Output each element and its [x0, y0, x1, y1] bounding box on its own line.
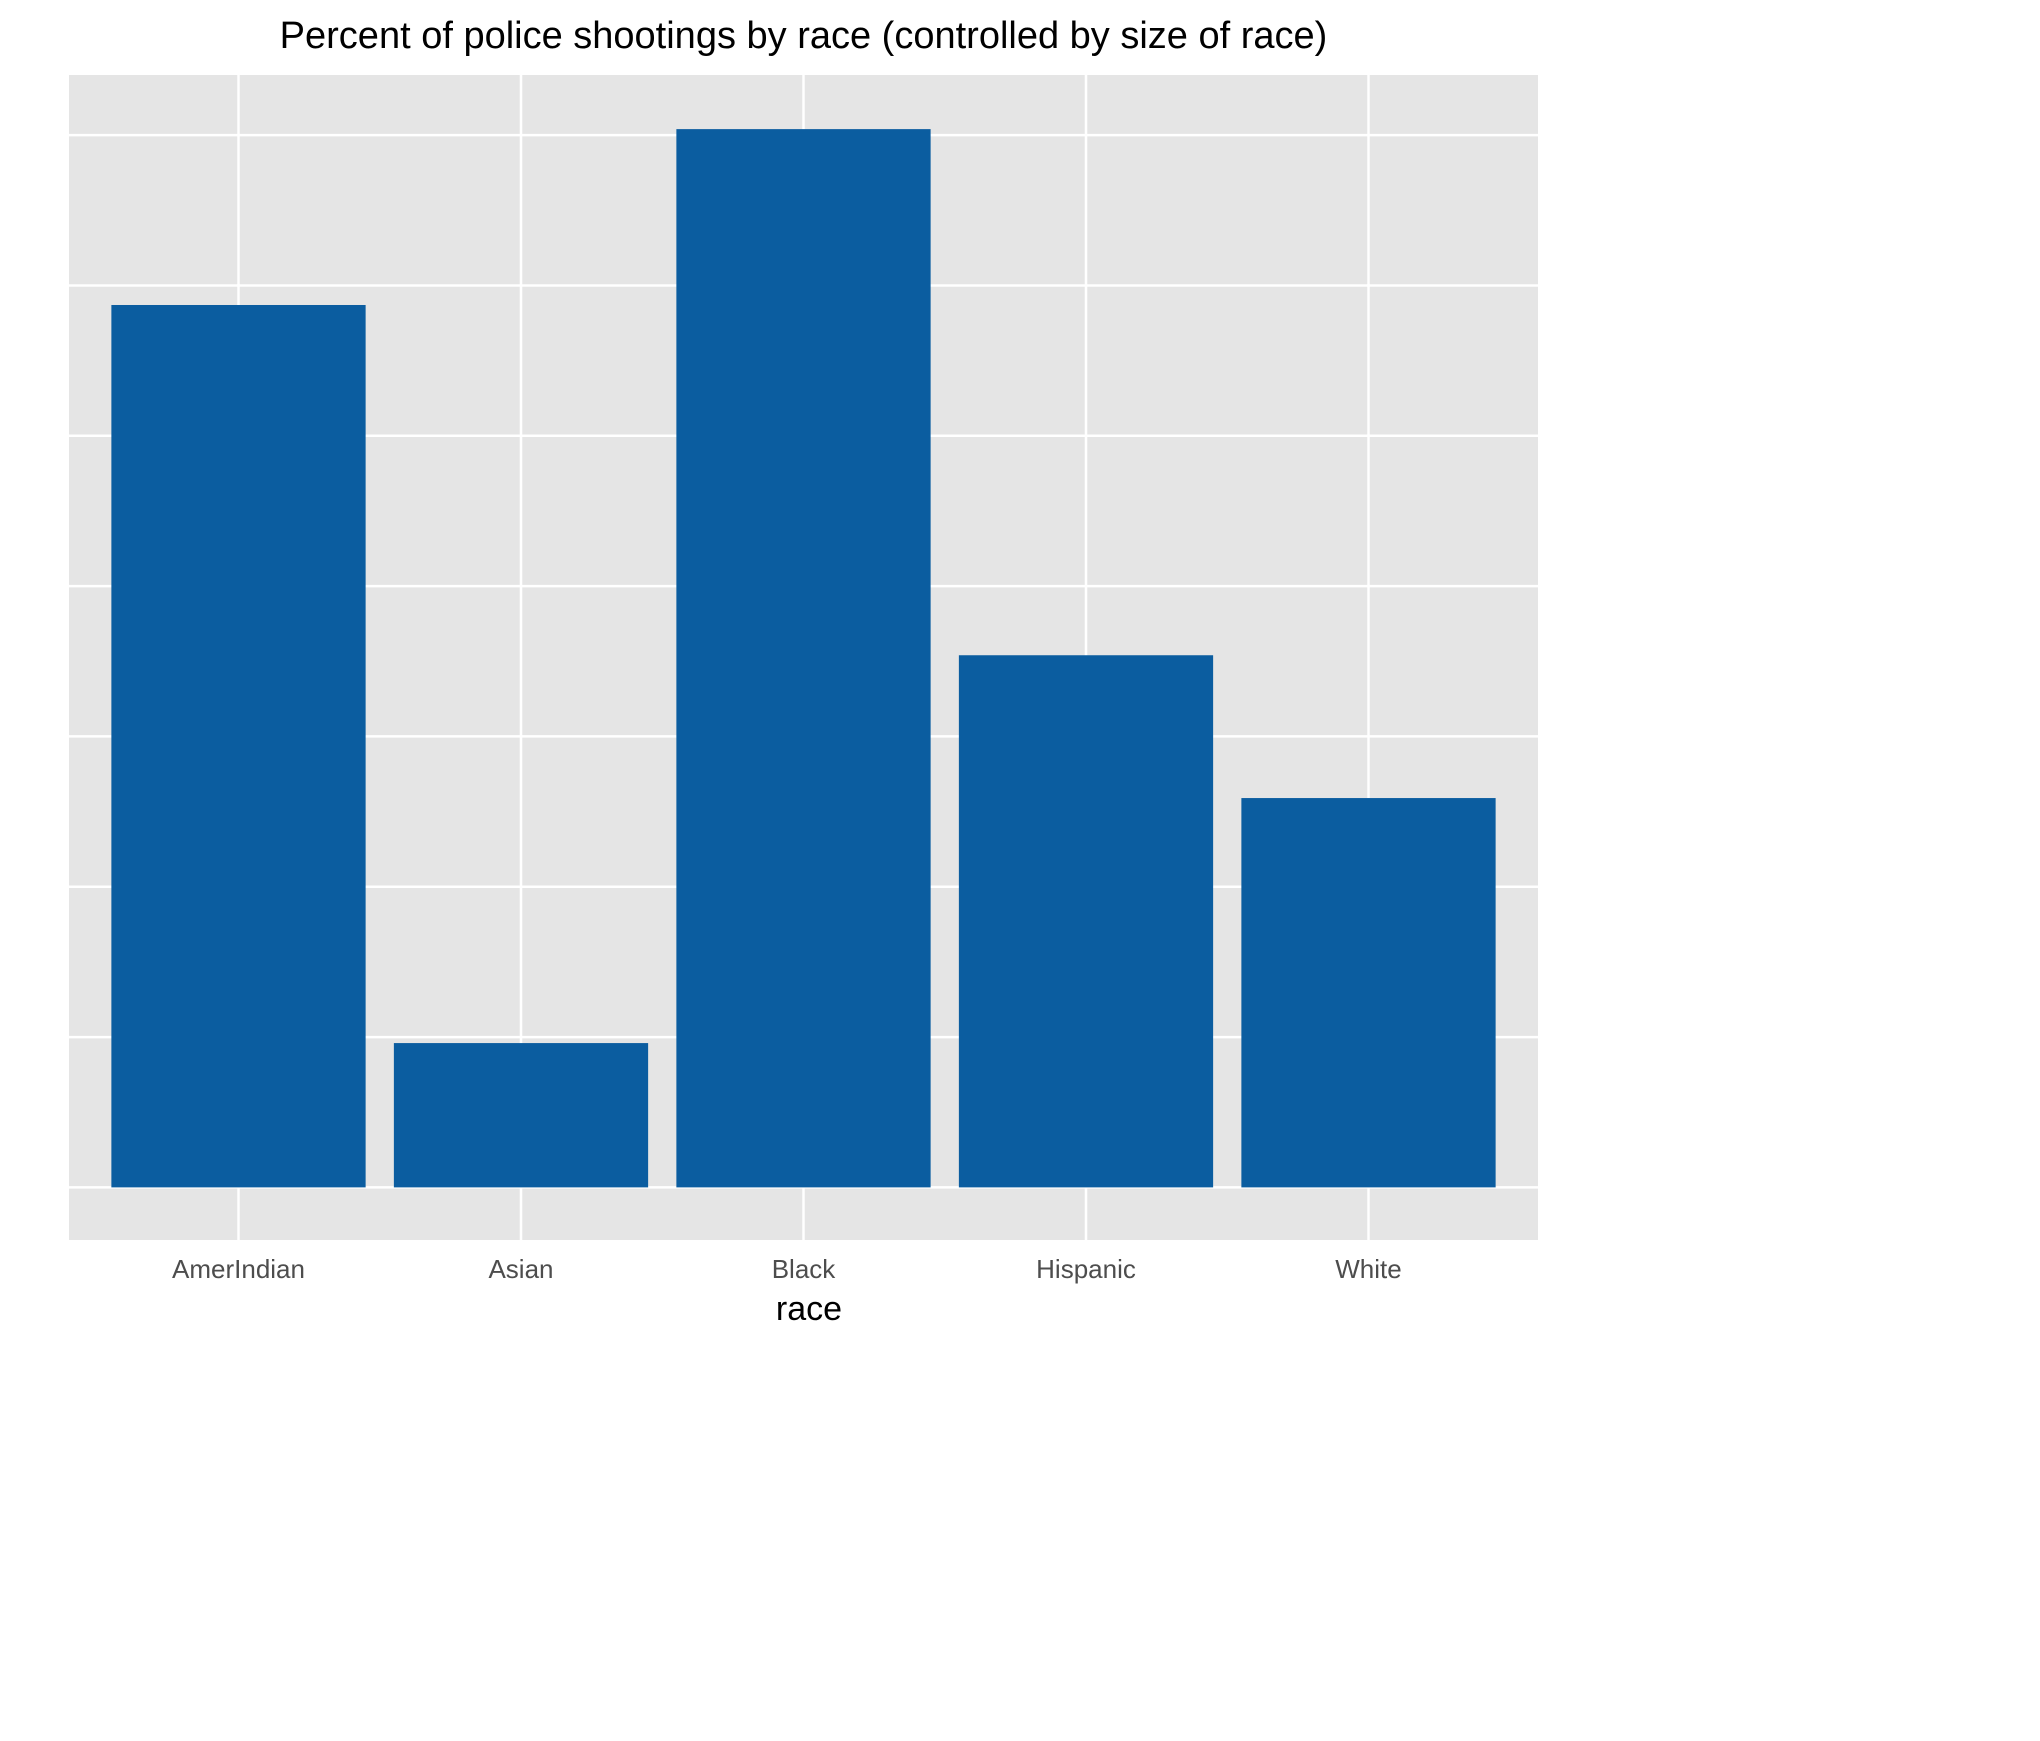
x-tick-label-white: White [1335, 1254, 1401, 1284]
chart-container: AmerIndian Asian Black Hispanic White Percen… [69, 15, 1538, 1328]
chart-title: Percent of police shootings by race (con… [280, 15, 1328, 57]
x-axis-label: race [776, 1290, 842, 1326]
x-tick-label-hispanic: Hispanic [1036, 1254, 1136, 1284]
bar-amerindian [111, 304, 366, 1188]
bar-white [1241, 798, 1496, 1188]
bar-asian [393, 1043, 649, 1188]
x-tick-label-amerindian: AmerIndian [172, 1254, 305, 1284]
bar-hispanic [958, 655, 1214, 1188]
bar-black [676, 129, 931, 1188]
x-tick-label-asian: Asian [488, 1254, 553, 1284]
bars [111, 129, 1496, 1188]
x-tick-labels: AmerIndian Asian Black Hispanic White [172, 1254, 1402, 1284]
x-tick-label-black: Black [772, 1254, 837, 1284]
bar-chart: AmerIndian Asian Black Hispanic White Percen… [69, 15, 1538, 1328]
